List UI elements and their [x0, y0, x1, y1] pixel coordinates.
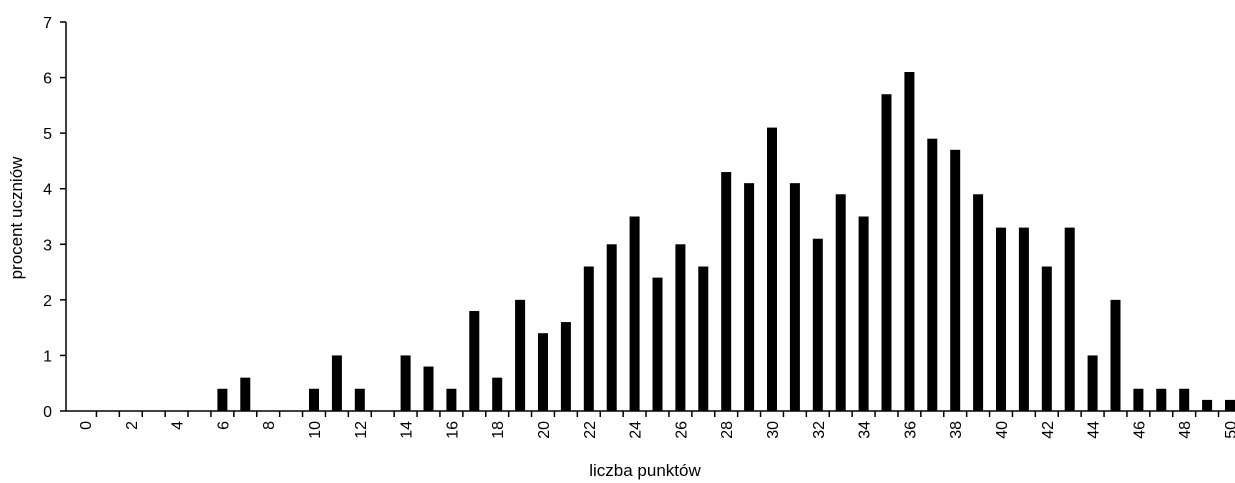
- bar-28: [721, 172, 732, 411]
- y-tick-label: 7: [43, 15, 52, 32]
- bar-11: [331, 355, 342, 411]
- x-tick-label: 0: [78, 421, 95, 430]
- x-tick-label: 2: [124, 421, 141, 430]
- bar-7: [240, 377, 251, 411]
- bar-48: [1179, 388, 1190, 411]
- x-tick-label: 24: [628, 421, 645, 439]
- bars-group: [217, 72, 1235, 412]
- bar-44: [1087, 355, 1098, 411]
- bar-30: [767, 127, 777, 411]
- bar-43: [1064, 227, 1075, 411]
- bar-23: [606, 244, 617, 411]
- x-tick-label: 50: [1223, 421, 1235, 439]
- x-tick-label: 22: [582, 421, 599, 439]
- y-axis-title: procent uczniów: [7, 156, 26, 280]
- bar-34: [858, 216, 869, 411]
- bar-10: [309, 388, 319, 411]
- bar-39: [973, 194, 984, 411]
- x-tick-label: 4: [170, 421, 187, 430]
- x-tick-label: 8: [261, 421, 278, 430]
- x-tick-label: 20: [536, 421, 553, 439]
- y-tick-label: 5: [43, 126, 52, 143]
- bar-33: [835, 194, 846, 411]
- x-tick-label: 40: [994, 421, 1011, 439]
- bar-27: [698, 266, 709, 411]
- bar-6: [217, 388, 228, 411]
- bar-46: [1133, 388, 1144, 411]
- y-tick-label: 0: [43, 404, 52, 421]
- bar-24: [629, 216, 640, 411]
- bar-35: [881, 94, 892, 412]
- bar-16: [446, 388, 457, 411]
- y-tick-label: 4: [43, 182, 52, 199]
- bar-38: [950, 149, 961, 411]
- bar-15: [423, 366, 434, 411]
- x-tick-label: 30: [765, 421, 782, 439]
- bar-17: [469, 310, 480, 411]
- y-tick-label: 6: [43, 71, 52, 88]
- x-tick-label: 34: [857, 421, 874, 439]
- bar-37: [927, 138, 938, 411]
- x-tick-label: 32: [811, 421, 828, 439]
- x-tick-label: 38: [948, 421, 965, 439]
- bar-22: [583, 266, 594, 411]
- bar-45: [1110, 299, 1121, 411]
- x-tick-label: 10: [307, 421, 324, 439]
- x-tick-label: 12: [353, 421, 370, 439]
- y-ticks-group: 0 1 2 3 4 5 6 7: [43, 15, 66, 421]
- bar-42: [1041, 266, 1052, 411]
- x-tick-label: 42: [1040, 421, 1057, 439]
- bar-31: [789, 183, 800, 411]
- bar-36: [904, 72, 915, 411]
- bar-49: [1202, 399, 1213, 411]
- x-tick-label: 28: [719, 421, 736, 439]
- x-axis-title: liczba punktów: [589, 461, 701, 480]
- x-tick-label: 44: [1086, 421, 1103, 439]
- bar-32: [812, 238, 823, 411]
- x-tick-label: 26: [673, 421, 690, 439]
- x-tick-label: 36: [902, 421, 919, 439]
- x-tick-label: 46: [1131, 421, 1148, 439]
- bar-18: [492, 377, 503, 411]
- x-ticks-group: 0 2 4 6 8 10 12 14 16 18 20 22 24 26 28 30 32 34 36 38 40 42 4…: [78, 411, 1235, 439]
- y-tick-label: 3: [43, 237, 52, 254]
- bar-29: [744, 183, 755, 411]
- bar-47: [1156, 388, 1167, 411]
- y-tick-label: 1: [43, 348, 52, 365]
- x-tick-label: 18: [490, 421, 507, 439]
- x-tick-label: 14: [399, 421, 416, 439]
- x-tick-label: 16: [444, 421, 461, 439]
- bar-21: [560, 322, 571, 411]
- bar-19: [515, 299, 526, 411]
- bar-20: [538, 333, 548, 411]
- bar-40: [996, 227, 1006, 411]
- x-tick-label: 48: [1177, 421, 1194, 439]
- bar-26: [675, 244, 686, 411]
- x-tick-label: 6: [215, 421, 232, 430]
- bar-14: [400, 355, 411, 411]
- y-tick-label: 2: [43, 293, 52, 310]
- bar-12: [354, 388, 365, 411]
- bar-25: [652, 277, 663, 411]
- bar-50: [1225, 399, 1235, 411]
- bar-41: [1018, 227, 1029, 411]
